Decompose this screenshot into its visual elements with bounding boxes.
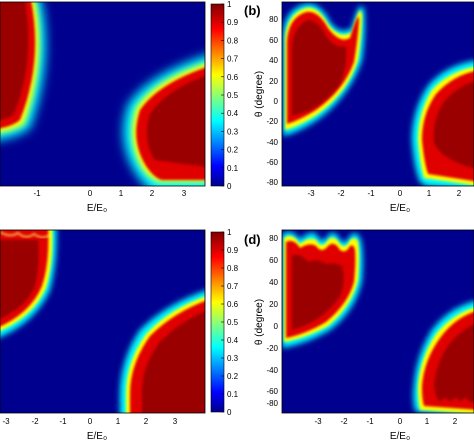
x-tick-label: 1: [119, 189, 124, 198]
y-tick-label: -80: [266, 399, 278, 408]
x-tick-label: 1: [116, 417, 121, 426]
x-tick-labels: -3 -2 -1 0 1 2 3: [2, 417, 177, 426]
x-tick-labels: -3 -2 -1 0 1 2: [314, 417, 457, 426]
y-tick-label: 0: [274, 97, 279, 106]
panel-label: (b): [244, 3, 261, 18]
y-tick-labels: 80 60 40 20 0 -20 -40 -60 -80: [266, 15, 278, 187]
y-tick-label: -80: [266, 178, 278, 187]
colorbar-tick-label: 0.7: [227, 282, 239, 291]
y-tick-label: -40: [266, 366, 278, 375]
panel-c: -3 -2 -1 0 1 2 3 E/E₀: [0, 229, 206, 441]
colorbar-tick-label: 0.8: [227, 264, 239, 273]
y-tick-label: -20: [266, 344, 278, 353]
colorbar-tick-label: 0.2: [227, 146, 239, 155]
y-tick-label: -60: [266, 387, 278, 396]
x-tick-label: -2: [340, 417, 348, 426]
colorbar-tick-label: 0.6: [227, 73, 239, 82]
panel-d: (d) 80 60 40 20 0 -20 -40 -: [244, 229, 474, 441]
panel-a: -1 0 1 2 3 E/E₀: [0, 1, 206, 214]
colorbar-tick-label: 0.3: [227, 354, 239, 363]
high-transmission-region: [413, 301, 474, 413]
y-tick-label: 40: [269, 56, 278, 65]
x-axis-label: E/E₀: [390, 203, 410, 214]
x-tick-label: 0: [398, 189, 403, 198]
x-tick-labels: -1 0 1 2 3: [33, 189, 186, 198]
x-tick-label: 0: [398, 417, 403, 426]
x-tick-labels: -3 -2 -1 0 1 2: [307, 189, 461, 198]
x-tick-label: 0: [88, 417, 93, 426]
x-tick-label: -2: [337, 189, 345, 198]
x-tick-label: -3: [307, 189, 315, 198]
colorbar-tick-label: 1: [227, 228, 232, 237]
colorbar-tick-label: 0.4: [227, 109, 239, 118]
colorbar-tick-labels: 0 0.1 0.2 0.3 0.4 0.5 0.6 0.7 0.8 0.9 1: [221, 0, 239, 191]
x-tick-label: 2: [150, 189, 155, 198]
x-tick-label: 2: [453, 417, 458, 426]
y-tick-label: 60: [269, 36, 278, 45]
x-tick-label: -2: [31, 417, 39, 426]
x-tick-label: -1: [59, 417, 67, 426]
y-tick-labels: 80 60 40 20 0 -20 -40 -60 -80: [266, 234, 278, 408]
colorbar-tick-label: 0.6: [227, 300, 239, 309]
x-axis-label: E/E₀: [87, 431, 107, 441]
colorbar-tick-label: 1: [227, 0, 232, 9]
x-tick-label: 1: [425, 417, 430, 426]
colorbar-tick-label: 0: [227, 408, 232, 417]
y-tick-label: 20: [269, 300, 278, 309]
x-axis-label: E/E₀: [87, 203, 107, 214]
x-tick-label: 3: [182, 189, 187, 198]
x-tick-label: 0: [88, 189, 93, 198]
y-tick-label: -20: [266, 117, 278, 126]
x-tick-label: -3: [2, 417, 10, 426]
y-axis-label: θ (degree): [254, 71, 265, 117]
x-tick-label: 3: [173, 417, 178, 426]
x-tick-label: -1: [33, 189, 41, 198]
colorbar-tick-label: 0.3: [227, 127, 239, 136]
colorbar-tick-label: 0.9: [227, 18, 239, 27]
y-tick-label: 80: [269, 15, 278, 24]
high-transmission-region: [412, 60, 474, 186]
high-transmission-region: [120, 290, 205, 413]
x-tick-label: 1: [427, 189, 432, 198]
colorbar-tick-label: 0.5: [227, 318, 239, 327]
x-tick-label: -1: [366, 417, 374, 426]
colorbar-tick-label: 0.4: [227, 336, 239, 345]
y-tick-label: -40: [266, 138, 278, 147]
colorbar-tick-label: 0.1: [227, 164, 239, 173]
x-tick-label: 2: [457, 189, 462, 198]
colorbar-tick-label: 0.8: [227, 36, 239, 45]
colorbar-tick-label: 0: [227, 182, 232, 191]
high-transmission-region: [0, 230, 57, 338]
panel-label: (d): [244, 232, 261, 247]
y-tick-label: -60: [266, 158, 278, 167]
high-transmission-region: [123, 55, 205, 186]
high-transmission-region: [0, 2, 46, 140]
colorbar-tick-label: 0.5: [227, 91, 239, 100]
colorbar-tick-label: 0.7: [227, 55, 239, 64]
panel-b: (b) 80 60 40 20 0 -20 -40 -: [244, 1, 474, 214]
y-tick-label: 40: [269, 278, 278, 287]
x-axis-label: E/E₀: [390, 431, 410, 441]
x-tick-label: -1: [367, 189, 375, 198]
colorbar-tick-labels: 0 0.1 0.2 0.3 0.4 0.5 0.6 0.7 0.8 0.9 1: [221, 228, 239, 417]
y-tick-label: 60: [269, 256, 278, 265]
high-transmission-region: [282, 3, 365, 137]
y-tick-label: 80: [269, 234, 278, 243]
colorbar-tick-label: 0.1: [227, 390, 239, 399]
y-tick-label: 20: [269, 77, 278, 86]
y-tick-label: 0: [274, 322, 279, 331]
x-tick-label: -3: [314, 417, 322, 426]
x-tick-label: 2: [144, 417, 149, 426]
colorbar-tick-label: 0.9: [227, 246, 239, 255]
high-transmission-region: [282, 232, 363, 348]
y-axis-label: θ (degree): [254, 299, 265, 345]
colorbar-tick-label: 0.2: [227, 372, 239, 381]
